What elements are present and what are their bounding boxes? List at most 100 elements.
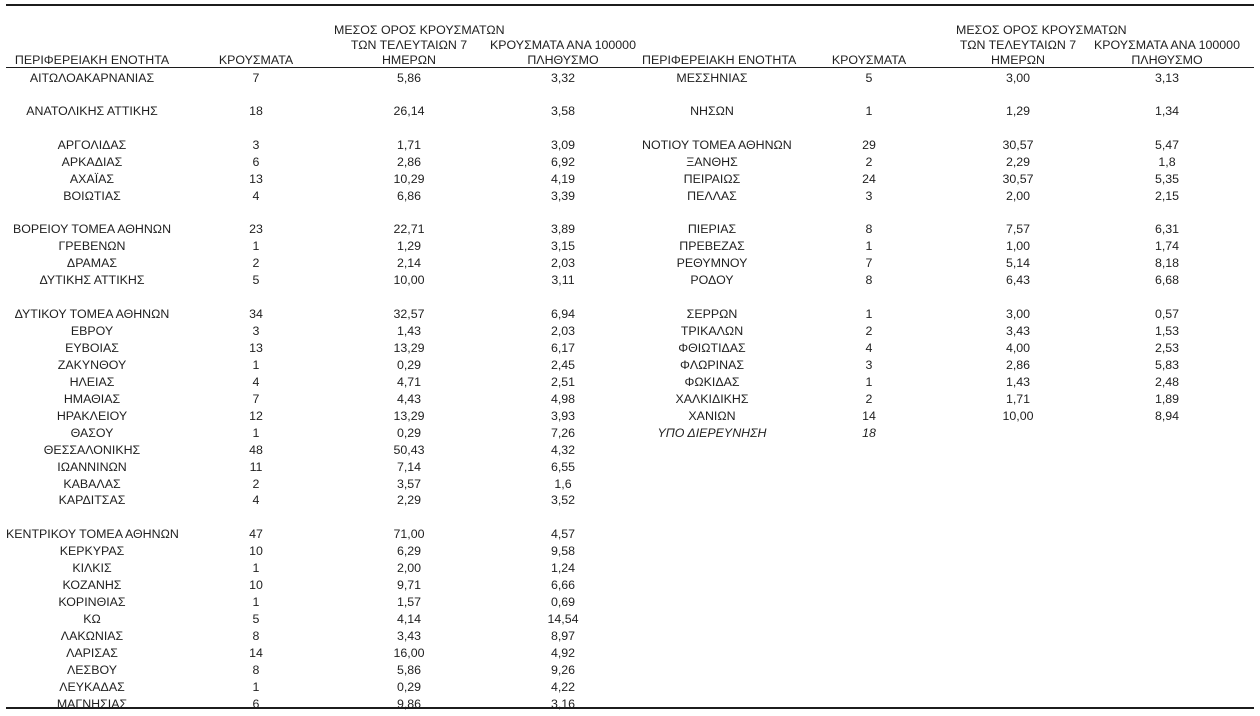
per100k-cell: 8,97 <box>550 628 576 643</box>
region-name-cell: ΔΥΤΙΚΗΣ ΑΤΤΙΚΗΣ <box>39 273 145 288</box>
cases-cell: 1 <box>865 239 873 254</box>
avg7-cell <box>956 203 1080 220</box>
cases-cell: 7 <box>252 70 260 85</box>
data-row: ΑΡΚΑΔΙΑΣ 6 2,86 6,92 ΞΑΝΘΗΣ 2 2,29 1,8 <box>6 152 1254 169</box>
cases-cell <box>178 118 334 135</box>
region-name-cell <box>642 609 782 626</box>
avg7-cell: 5,86 <box>396 662 422 677</box>
per100k-cell: 3,52 <box>550 493 576 508</box>
data-row: ΕΒΡΟΥ 3 1,43 2,03 ΤΡΙΚΑΛΩΝ 2 3,43 1,53 <box>6 321 1254 338</box>
per100k-cell: 14,54 <box>547 612 579 626</box>
cases-cell: 1 <box>252 425 260 440</box>
avg7-cell: 4,71 <box>396 374 422 389</box>
region-name-cell <box>6 84 178 101</box>
header-avg-line3-right: ΗΜΕΡΩΝ <box>990 52 1045 67</box>
region-name-cell <box>642 440 782 457</box>
per100k-cell: 1,8 <box>1158 154 1176 169</box>
region-name-cell: ΔΡΑΜΑΣ <box>66 256 118 271</box>
header-per100k-line1-left: ΚΡΟΥΣΜΑΤΑ ΑΝΑ 100000 <box>490 37 636 52</box>
header-avg-line1-right: ΜΕΣΟΣ ΟΡΟΣ ΚΡΟΥΣΜΑΤΩΝ <box>956 23 1127 37</box>
per100k-cell: 1,53 <box>1154 324 1180 339</box>
cases-cell <box>782 203 956 220</box>
per100k-cell: 3,58 <box>550 103 576 118</box>
cases-cell <box>782 609 956 626</box>
region-name-cell: ΒΟΡΕΙΟΥ ΤΟΜΕΑ ΑΘΗΝΩΝ <box>12 222 172 237</box>
cases-cell: 3 <box>252 324 260 339</box>
header-avg-line2-left: ΤΩΝ ΤΕΛΕΥΤΑΙΩΝ 7 <box>350 37 468 52</box>
per100k-cell: 8,94 <box>1154 408 1180 423</box>
region-name-cell: ΚΕΝΤΡΙΚΟΥ ΤΟΜΕΑ ΑΘΗΝΩΝ <box>6 527 179 542</box>
avg7-cell: 71,00 <box>393 527 425 542</box>
header-avg-line2-right: ΤΩΝ ΤΕΛΕΥΤΑΙΩΝ 7 <box>959 37 1077 52</box>
region-name-cell: ΖΑΚΥΝΘΟΥ <box>57 357 127 372</box>
region-name-cell: ΦΛΩΡΙΝΑΣ <box>679 357 744 372</box>
region-name-cell: ΠΙΕΡΙΑΣ <box>687 222 737 237</box>
avg7-cell: 2,14 <box>396 256 422 271</box>
per100k-cell <box>1080 541 1254 558</box>
region-name-cell: ΜΑΓΝΗΣΙΑΣ <box>56 696 128 711</box>
data-row: ΑΧΑΪΑΣ 13 10,29 4,19 ΠΕΙΡΑΙΩΣ 24 30,57 5,35 <box>6 169 1254 186</box>
per100k-cell: 6,66 <box>550 578 576 593</box>
per100k-cell: 6,17 <box>550 341 576 355</box>
region-name-cell: ΑΧΑΪΑΣ <box>69 171 115 186</box>
cases-cell: 5 <box>252 612 260 626</box>
per100k-cell: 3,13 <box>1154 70 1180 85</box>
avg7-cell: 2,00 <box>1005 188 1031 203</box>
table-header: ΜΕΣΟΣ ΟΡΟΣ ΚΡΟΥΣΜΑΤΩΝ ΜΕΣΟΣ ΟΡΟΣ ΚΡΟΥΣΜΑ… <box>6 5 1254 67</box>
avg7-cell: 2,29 <box>396 493 422 508</box>
cases-cell <box>782 440 956 457</box>
region-name-cell: ΤΡΙΚΑΛΩΝ <box>680 324 744 339</box>
per100k-cell <box>484 507 642 524</box>
data-row: ΚΙΛΚΙΣ 1 2,00 1,24 <box>6 558 1254 575</box>
avg7-cell: 0,29 <box>396 357 422 372</box>
avg7-cell <box>956 474 1080 491</box>
region-name-cell: ΡΕΘΥΜΝΟΥ <box>676 256 748 271</box>
data-row: ΗΜΑΘΙΑΣ 7 4,43 4,98 ΧΑΛΚΙΔΙΚΗΣ 2 1,71 1,89 <box>6 389 1254 406</box>
avg7-cell: 9,86 <box>396 696 422 711</box>
avg7-cell <box>956 507 1080 524</box>
data-row: ΜΑΓΝΗΣΙΑΣ 6 9,86 3,16 <box>6 694 1254 711</box>
cases-cell: 10 <box>249 544 263 559</box>
region-name-cell <box>642 592 782 609</box>
region-name-cell: ΚΑΒΑΛΑΣ <box>63 476 121 491</box>
header-spacer <box>642 37 782 52</box>
data-row: ΓΡΕΒΕΝΩΝ 1 1,29 3,15 ΠΡΕΒΕΖΑΣ 1 1,00 1,74 <box>6 236 1254 253</box>
avg7-cell <box>956 118 1080 135</box>
per100k-cell: 2,51 <box>550 374 576 389</box>
per100k-cell: 4,57 <box>550 527 576 542</box>
per100k-cell <box>1080 457 1254 474</box>
per100k-cell: 1,34 <box>1154 103 1180 118</box>
per100k-cell: 2,15 <box>1154 188 1180 203</box>
region-name-cell: ΠΡΕΒΕΖΑΣ <box>679 239 745 254</box>
avg7-cell: 3,00 <box>1005 307 1031 322</box>
avg7-cell: 4,00 <box>1005 341 1031 355</box>
per100k-cell: 4,98 <box>550 391 576 406</box>
avg7-cell <box>334 507 484 524</box>
region-name-cell: ΚΕΡΚΥΡΑΣ <box>59 544 125 559</box>
per100k-cell: 2,03 <box>550 256 576 271</box>
avg7-cell: 30,57 <box>1002 137 1034 152</box>
spacer-row <box>6 118 1254 135</box>
header-spacer <box>6 5 178 37</box>
avg7-cell <box>334 118 484 135</box>
region-name-cell: ΧΑΛΚΙΔΙΚΗΣ <box>675 391 749 406</box>
per100k-cell: 3,11 <box>551 273 575 288</box>
per100k-cell <box>1080 490 1254 507</box>
region-name-cell: ΧΑΝΙΩΝ <box>688 408 736 423</box>
cases-cell: 1 <box>252 679 260 694</box>
cases-cell: 1 <box>252 239 260 254</box>
data-row: ΒΟΡΕΙΟΥ ΤΟΜΕΑ ΑΘΗΝΩΝ 23 22,71 3,89 ΠΙΕΡΙΑΣ 8 7… <box>6 219 1254 236</box>
data-row: ΚΑΡΔΙΤΣΑΣ 4 2,29 3,52 <box>6 490 1254 507</box>
region-name-cell <box>642 474 782 491</box>
per100k-cell <box>1080 660 1254 677</box>
avg7-cell: 6,29 <box>396 544 422 559</box>
cases-cell: 2 <box>865 391 873 406</box>
cases-cell: 1 <box>252 357 260 372</box>
region-name-cell: ΠΕΙΡΑΙΩΣ <box>683 171 741 186</box>
avg7-cell: 16,00 <box>393 645 425 660</box>
header-cases-right: ΚΡΟΥΣΜΑΤΑ <box>831 52 907 67</box>
avg7-cell <box>956 524 1080 541</box>
per100k-cell: 3,09 <box>550 137 576 152</box>
cases-cell <box>178 507 334 524</box>
region-name-cell: ΘΑΣΟΥ <box>70 425 114 440</box>
